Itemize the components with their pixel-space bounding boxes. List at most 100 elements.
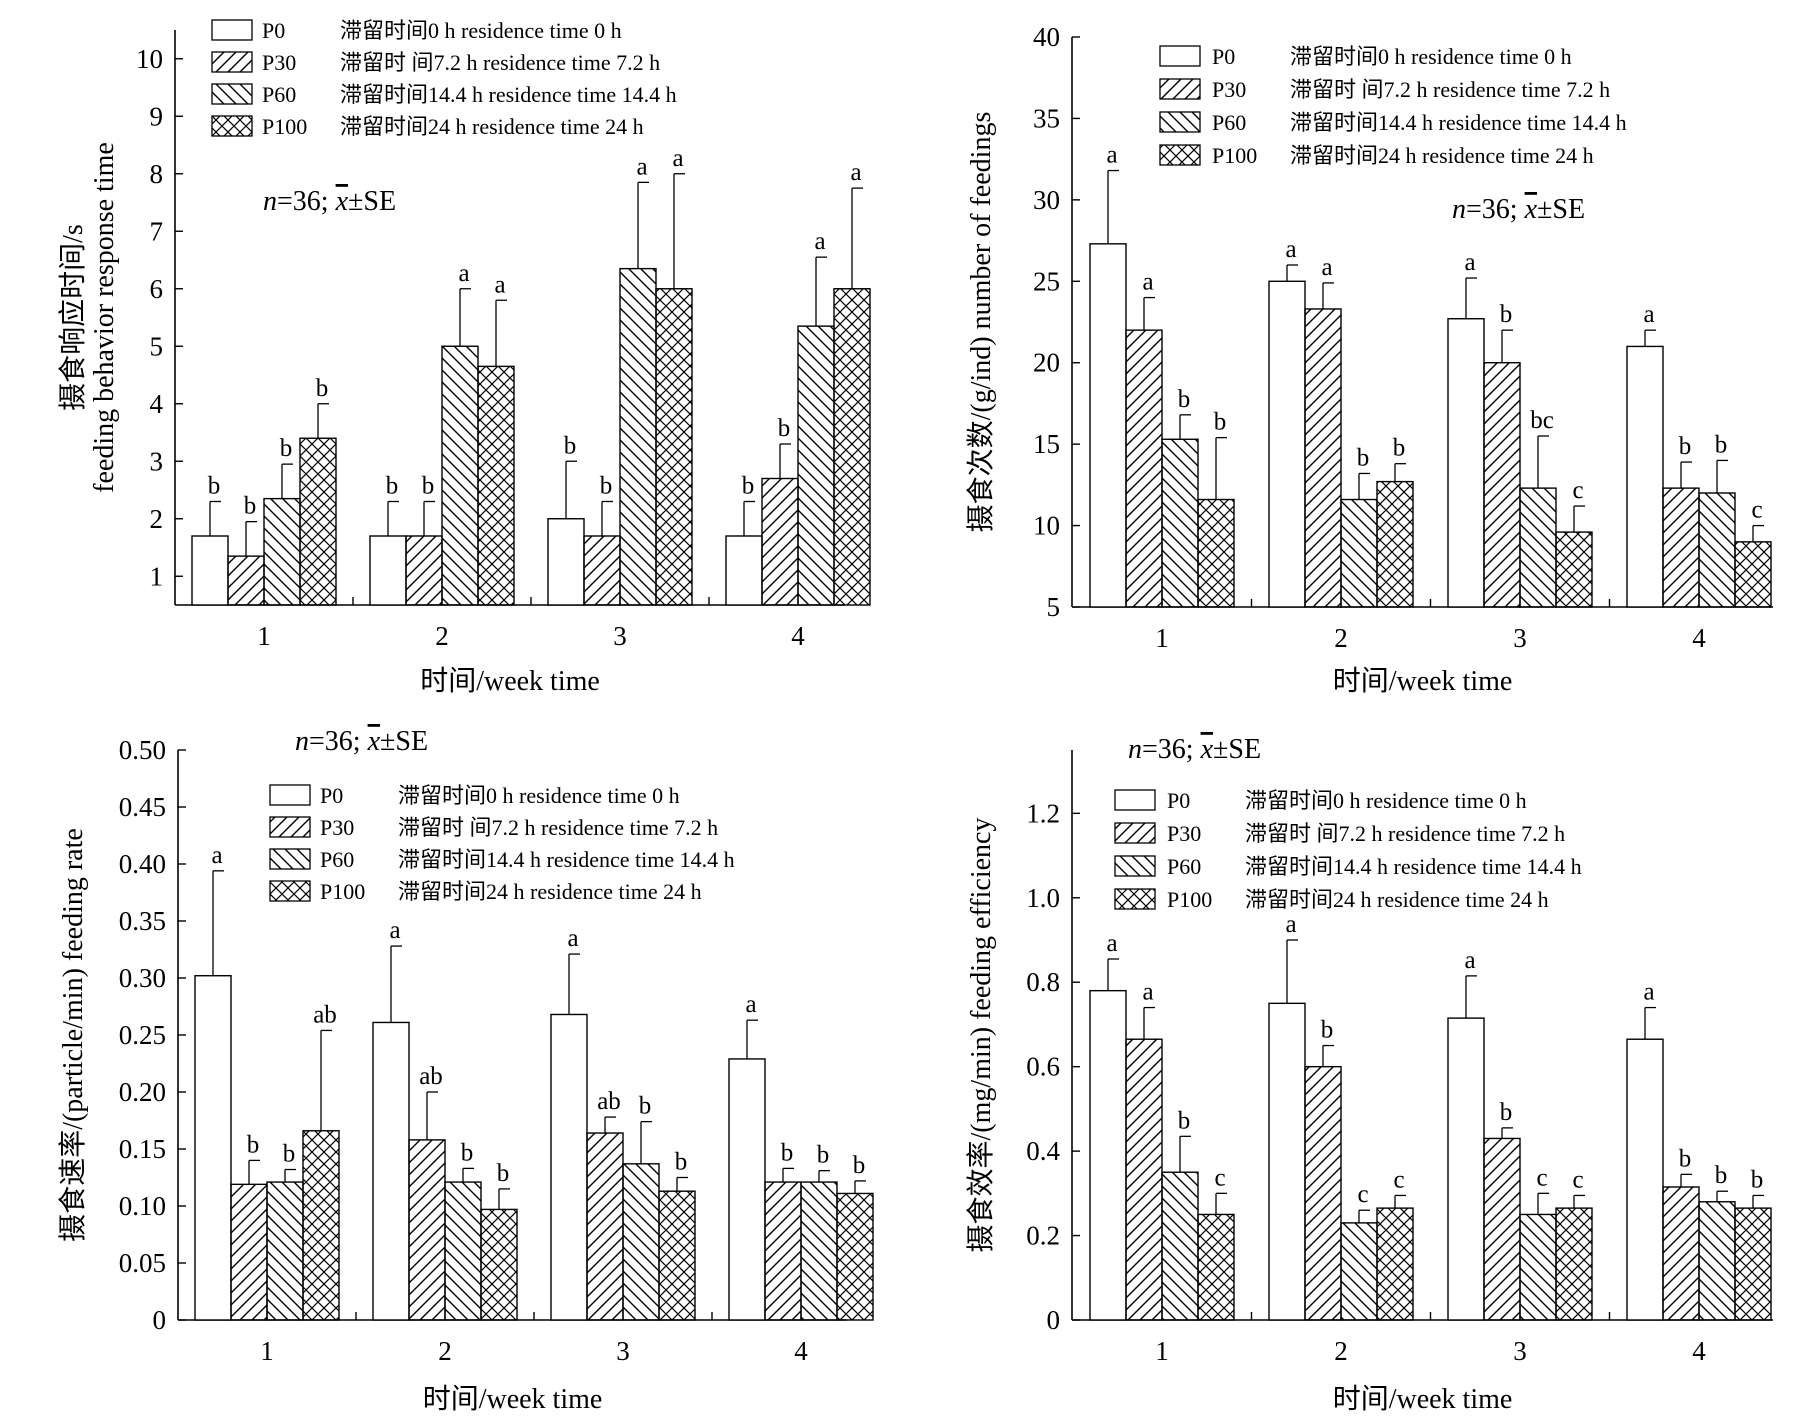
significance-label: a — [1464, 249, 1475, 276]
legend-description: 滞留时间24 h residence time 24 h — [340, 114, 644, 139]
x-axis-title: 时间/week time — [1333, 1383, 1513, 1415]
legend-swatch-p0 — [1159, 45, 1201, 67]
significance-label: a — [636, 153, 647, 180]
x-tick-label: 1 — [1155, 623, 1169, 653]
bar-p60 — [797, 325, 835, 606]
bar-p100 — [1197, 498, 1235, 608]
legend-swatch-p0 — [269, 784, 311, 806]
x-tick-label: 4 — [1692, 623, 1706, 653]
bar-p30 — [405, 535, 443, 606]
significance-label: b — [675, 1149, 688, 1176]
annotation-n: n — [1128, 734, 1142, 765]
significance-label: a — [1285, 911, 1296, 938]
legend-swatch-p60 — [211, 83, 253, 105]
x-tick-label: 2 — [1334, 623, 1348, 653]
legend-code: P0 — [262, 18, 285, 43]
bar-p100 — [1197, 1213, 1235, 1321]
legend-swatch-p100 — [211, 115, 253, 137]
significance-label: a — [458, 260, 469, 287]
significance-label: bc — [1530, 407, 1554, 434]
legend-swatch-p30 — [269, 816, 311, 838]
legend-description: 滞留时间14.4 h residence time 14.4 h — [1245, 854, 1582, 879]
y-tick-label: 0.30 — [119, 963, 166, 993]
significance-label: b — [781, 1139, 794, 1166]
legend-code: P60 — [262, 82, 296, 107]
significance-label: b — [247, 1131, 260, 1158]
legend-description: 滞留时 间7.2 h residence time 7.2 h — [1290, 77, 1610, 102]
annotation-mean: x — [367, 726, 381, 757]
annotation-n: n — [295, 726, 309, 757]
significance-label: b — [1214, 409, 1227, 436]
annotation-count: =36; — [309, 726, 368, 757]
y-tick-label: 9 — [150, 101, 164, 131]
significance-label: b — [1715, 1162, 1728, 1189]
significance-label: ab — [313, 1001, 337, 1028]
bar-p100 — [477, 365, 515, 606]
bar-p30 — [1662, 1186, 1700, 1321]
annotation-n: n — [263, 186, 277, 217]
sample-size-annotation: n=36; x±SE — [1452, 194, 1585, 225]
significance-label: b — [639, 1093, 652, 1120]
x-tick-label: 4 — [794, 1336, 808, 1366]
significance-label: b — [1393, 435, 1406, 462]
x-tick-label: 3 — [1513, 1336, 1527, 1366]
bar-p0 — [369, 535, 407, 606]
sample-size-annotation: n=36; x±SE — [295, 726, 428, 757]
y-tick-label: 0.6 — [1026, 1052, 1060, 1082]
significance-label: c — [1214, 1164, 1225, 1191]
bar-p30 — [230, 1183, 268, 1321]
y-tick-label: 3 — [150, 446, 164, 476]
bar-p30 — [1125, 329, 1163, 608]
y-tick-label: 0.15 — [119, 1134, 166, 1164]
significance-label: a — [494, 271, 505, 298]
bar-p100 — [302, 1130, 340, 1321]
bar-p60 — [1698, 492, 1736, 608]
significance-label: b — [422, 473, 435, 500]
y-tick-label: 0 — [1047, 1305, 1061, 1335]
y-tick-label: 0.10 — [119, 1191, 166, 1221]
legend-code: P60 — [1212, 110, 1246, 135]
significance-label: a — [389, 917, 400, 944]
annotation-n: n — [1452, 194, 1466, 225]
y-tick-label: 20 — [1033, 348, 1060, 378]
significance-label: c — [1751, 497, 1762, 524]
legend-swatch-p100 — [269, 880, 311, 902]
bar-p100 — [655, 288, 693, 606]
bar-p60 — [1161, 438, 1199, 608]
bar-p30 — [1304, 1065, 1342, 1321]
x-tick-label: 1 — [257, 621, 271, 651]
bar-p100 — [658, 1190, 696, 1321]
bar-p30 — [227, 555, 265, 606]
x-tick-label: 2 — [438, 1336, 452, 1366]
annotation-count: =36; — [1142, 734, 1201, 765]
bar-p60 — [1519, 487, 1557, 608]
legend-description: 滞留时间24 h residence time 24 h — [1245, 887, 1549, 912]
y-tick-label: 1 — [150, 561, 164, 591]
significance-label: b — [1178, 1107, 1191, 1134]
y-tick-label: 0.4 — [1026, 1136, 1060, 1166]
bar-p30 — [761, 477, 799, 606]
significance-label: b — [1715, 431, 1728, 458]
x-axis-title: 时间/week time — [420, 665, 600, 697]
sample-size-annotation: n=36; x±SE — [263, 186, 396, 217]
bar-p30 — [1483, 362, 1521, 608]
annotation-mean: x — [1200, 734, 1214, 765]
y-tick-label: 0.50 — [119, 735, 166, 765]
y-tick-label: 15 — [1033, 429, 1060, 459]
significance-label: b — [497, 1160, 510, 1187]
y-tick-label: 0.35 — [119, 906, 166, 936]
y-tick-label: 0.8 — [1026, 967, 1060, 997]
bar-p0 — [194, 975, 232, 1321]
sample-size-annotation: n=36; x±SE — [1128, 734, 1261, 765]
y-tick-label: 7 — [150, 216, 164, 246]
significance-label: b — [280, 435, 293, 462]
bar-p60 — [441, 345, 479, 606]
significance-label: a — [1643, 979, 1654, 1006]
bar-p30 — [764, 1181, 802, 1321]
legend-code: P0 — [1212, 44, 1235, 69]
significance-label: c — [1357, 1181, 1368, 1208]
y-tick-label: 0.45 — [119, 792, 166, 822]
significance-label: b — [283, 1141, 296, 1168]
legend-description: 滞留时间0 h residence time 0 h — [1245, 788, 1527, 813]
bar-p100 — [1376, 480, 1414, 608]
